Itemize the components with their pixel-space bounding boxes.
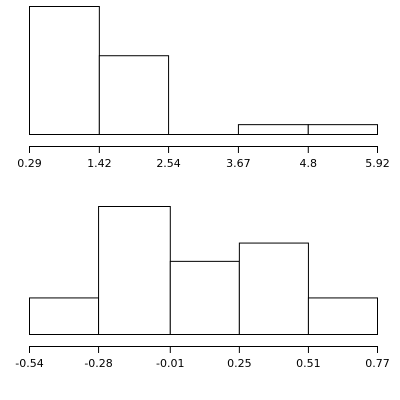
x-tick-label: -0.01: [156, 357, 184, 370]
histogram-bar: [29, 6, 100, 135]
histogram-bar: [237, 124, 309, 136]
x-tick-label: -0.28: [84, 357, 112, 370]
histogram-bar: [29, 297, 100, 335]
histogram-bar: [307, 124, 378, 136]
x-tick-label: 0.29: [17, 157, 42, 170]
x-tick-label: -0.54: [15, 357, 43, 370]
x-tick-label: 5.92: [365, 157, 390, 170]
histogram-bar: [307, 297, 379, 335]
x-tick-label: 0.51: [296, 357, 321, 370]
x-tick-label: 4.8: [300, 157, 318, 170]
x-tick-label: 0.77: [365, 357, 390, 370]
histogram-bar: [98, 55, 170, 136]
x-tick-label: 1.42: [87, 157, 112, 170]
histogram-bar: [169, 260, 240, 336]
x-tick-label: 2.54: [156, 157, 181, 170]
histogram-bar: [238, 242, 309, 335]
x-tick-label: 3.67: [226, 157, 251, 170]
histogram-bar: [98, 206, 171, 335]
x-tick-label: 0.25: [227, 357, 252, 370]
